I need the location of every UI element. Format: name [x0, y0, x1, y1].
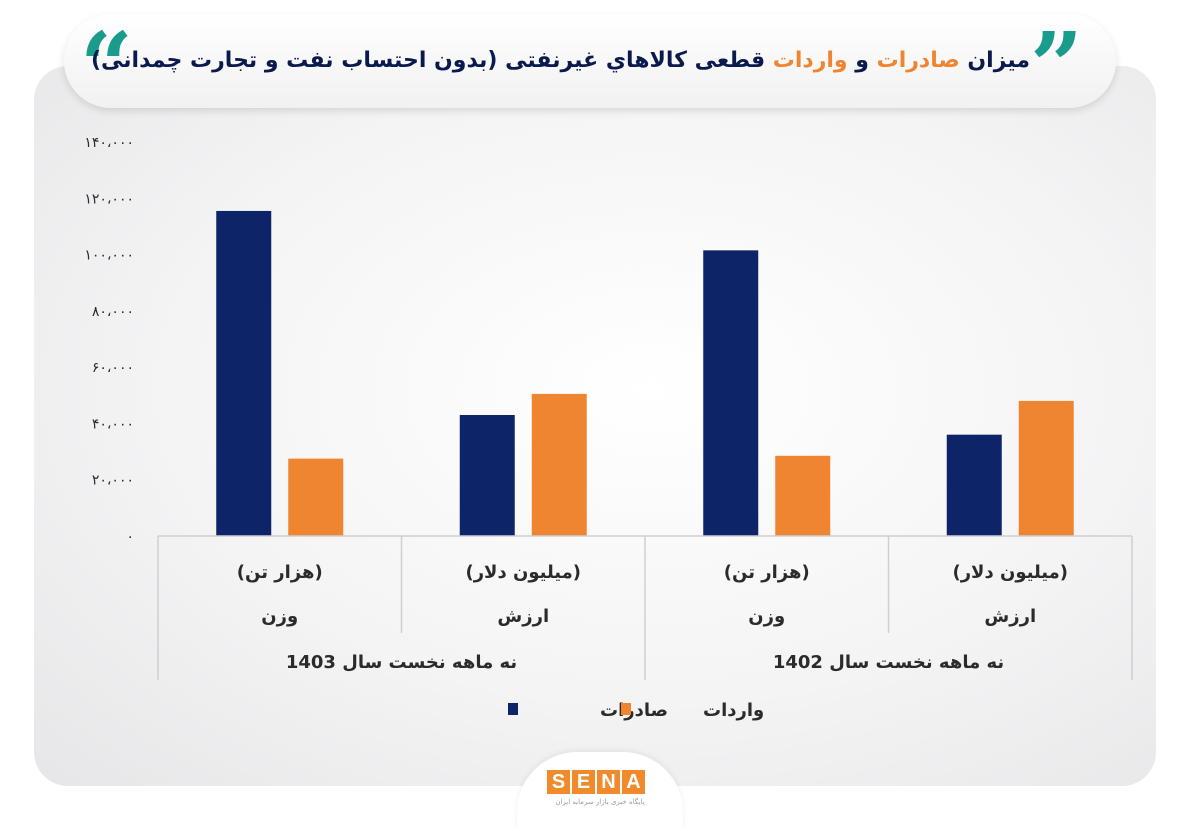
- bar-exports: [946, 434, 1002, 536]
- bar-imports: [1018, 400, 1074, 536]
- bar-imports: [288, 458, 344, 536]
- bar-imports: [531, 393, 587, 536]
- category-table: (هزار تن) وزن (میلیون دلار) ارزش (هزار تن) وز…: [157, 535, 1133, 680]
- sena-logo: S E N A پایگاه خبری بازار سرمایه ایران: [517, 752, 683, 831]
- chart-title: میزان صادرات و واردات قطعی کالاهاي غیرنف…: [91, 48, 1030, 73]
- bar-exports: [216, 210, 272, 536]
- category-unit-label: (هزار تن): [237, 562, 323, 583]
- category-measure-label: ارزش: [497, 606, 549, 627]
- category-unit-label: (هزار تن): [724, 562, 810, 583]
- bars: [216, 210, 1074, 536]
- logo-letter: A: [622, 770, 645, 794]
- title-part-1: میزان: [959, 48, 1030, 73]
- y-tick-label: ۴۰،۰۰۰: [92, 416, 134, 432]
- logo-letter: E: [572, 770, 595, 794]
- y-tick-label: ۶۰،۰۰۰: [92, 360, 134, 376]
- title-part-rest: قطعی کالاهاي غیرنفتی (بدون احتساب نفت و …: [90, 48, 773, 73]
- legend-swatch: [508, 703, 518, 715]
- legend-label: واردات: [703, 700, 764, 721]
- y-tick-label: ۲۰،۰۰۰: [92, 473, 134, 489]
- y-axis: ۰ ۲۰،۰۰۰ ۴۰،۰۰۰ ۶۰،۰۰۰ ۸۰،۰۰۰ ۱۰۰،۰۰۰ ۱۲۰،۰۰۰ ۱…: [84, 135, 134, 545]
- title-banner: [64, 14, 1116, 108]
- category-unit-label: (میلیون دلار): [952, 562, 1068, 583]
- title-part-imports: واردات: [772, 48, 848, 73]
- legend-label: صادرات: [600, 700, 668, 721]
- category-measure-label: وزن: [748, 606, 785, 627]
- open-quote-icon: “: [80, 12, 133, 120]
- y-tick-label: ۸۰،۰۰۰: [92, 304, 134, 320]
- period-label: نه ماهه نخست سال 1403: [286, 652, 517, 673]
- category-measure-label: ارزش: [984, 606, 1036, 627]
- bar-exports: [459, 414, 515, 536]
- title-part-exports: صادرات: [876, 48, 960, 73]
- category-unit-label: (میلیون دلار): [465, 562, 581, 583]
- category-measure-label: وزن: [261, 606, 298, 627]
- bar-imports: [775, 455, 831, 536]
- y-tick-label: ۱۰۰،۰۰۰: [84, 248, 134, 264]
- bar-exports: [703, 250, 759, 536]
- logo-letter: S: [547, 770, 570, 794]
- period-label: نه ماهه نخست سال 1402: [773, 652, 1004, 673]
- close-quote-icon: ”: [1030, 12, 1083, 120]
- sena-logo-letters: S E N A: [547, 770, 645, 794]
- y-tick-label: ۱۲۰،۰۰۰: [84, 191, 134, 207]
- legend: صادرات واردات: [508, 700, 764, 721]
- y-tick-label: ۱۴۰،۰۰۰: [84, 135, 134, 151]
- logo-subtitle: پایگاه خبری بازار سرمایه ایران: [555, 798, 645, 806]
- y-tick-label: ۰: [126, 529, 134, 545]
- legend-swatch: [621, 703, 631, 715]
- logo-letter: N: [597, 770, 620, 794]
- title-part-and: و: [847, 48, 877, 73]
